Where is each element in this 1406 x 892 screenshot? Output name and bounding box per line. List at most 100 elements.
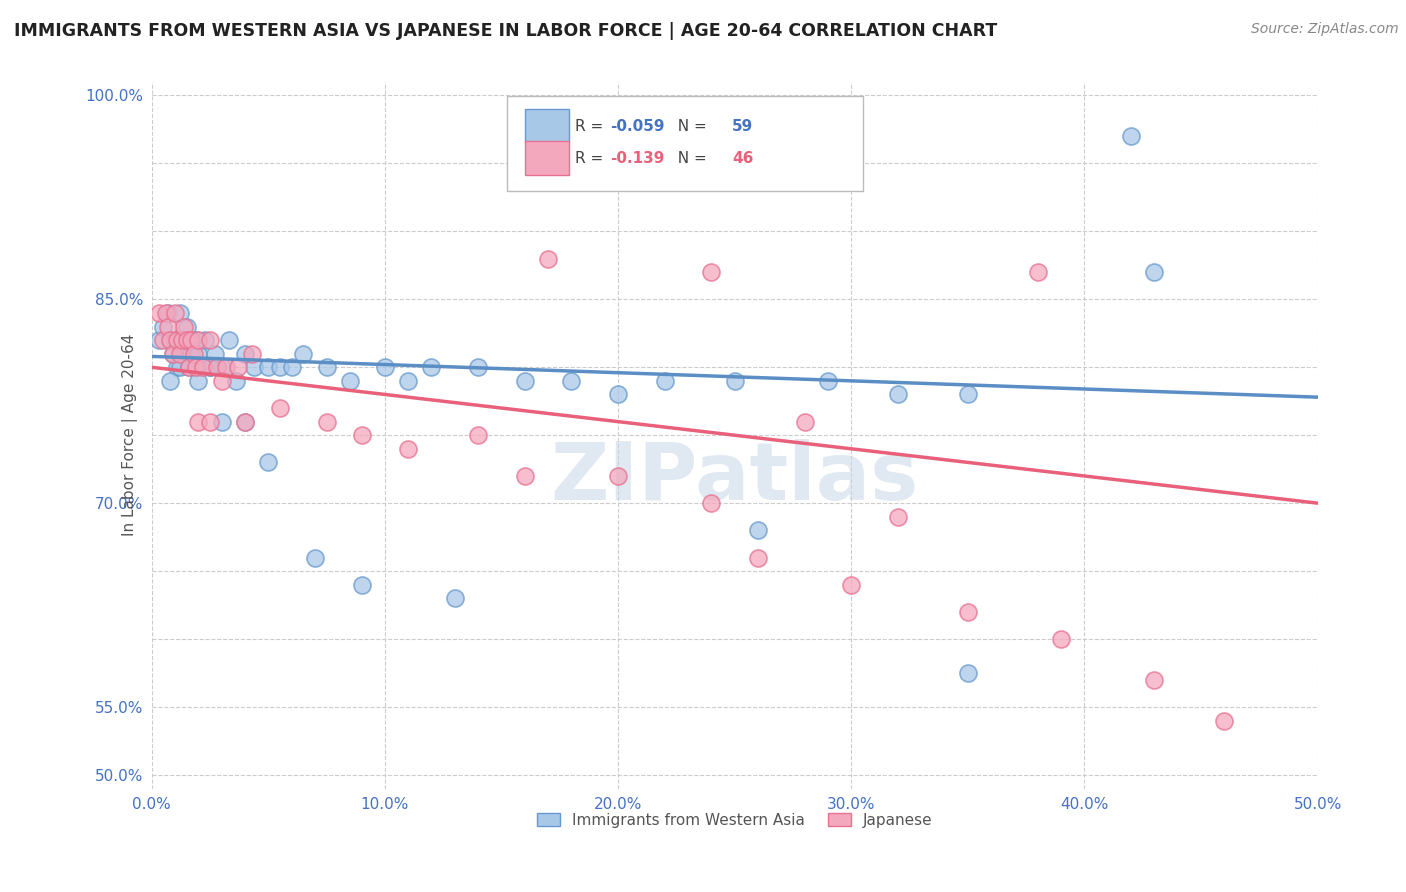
Text: -0.059: -0.059	[610, 119, 665, 134]
Text: 59: 59	[733, 119, 754, 134]
Point	[1119, 129, 1142, 144]
Point	[269, 360, 291, 375]
Point	[226, 360, 249, 375]
Point	[152, 333, 174, 347]
Text: -0.139: -0.139	[610, 151, 664, 166]
Point	[211, 360, 233, 375]
Point	[163, 333, 186, 347]
Point	[443, 591, 465, 606]
Legend: Immigrants from Western Asia, Japanese: Immigrants from Western Asia, Japanese	[530, 806, 939, 834]
Point	[198, 360, 221, 375]
Point	[159, 374, 181, 388]
Point	[513, 374, 536, 388]
Point	[166, 360, 188, 375]
Point	[292, 347, 315, 361]
Point	[190, 360, 212, 375]
Point	[225, 374, 247, 388]
Point	[211, 374, 233, 388]
Text: 46: 46	[733, 151, 754, 166]
Text: ZIPatlas: ZIPatlas	[551, 439, 918, 516]
Point	[169, 347, 191, 361]
Point	[176, 319, 198, 334]
Point	[187, 415, 209, 429]
Point	[1143, 265, 1166, 279]
Point	[607, 387, 630, 401]
FancyBboxPatch shape	[524, 141, 569, 175]
Point	[560, 374, 582, 388]
FancyBboxPatch shape	[508, 96, 863, 192]
Point	[1026, 265, 1049, 279]
Point	[166, 333, 188, 347]
Point	[194, 333, 217, 347]
Point	[350, 428, 373, 442]
Point	[184, 333, 207, 347]
Point	[315, 415, 337, 429]
Point	[1050, 632, 1073, 646]
Point	[700, 265, 723, 279]
Point	[215, 360, 238, 375]
Point	[240, 347, 263, 361]
Point	[173, 319, 195, 334]
Point	[180, 347, 202, 361]
Point	[233, 415, 256, 429]
Point	[817, 374, 839, 388]
FancyBboxPatch shape	[524, 110, 569, 144]
Point	[233, 415, 256, 429]
Point	[159, 333, 181, 347]
Point	[169, 360, 191, 375]
Point	[162, 347, 184, 361]
Point	[396, 442, 419, 456]
Point	[257, 455, 280, 469]
Y-axis label: In Labor Force | Age 20-64: In Labor Force | Age 20-64	[122, 334, 138, 536]
Point	[537, 252, 560, 266]
Point	[180, 333, 202, 347]
Point	[420, 360, 443, 375]
Point	[1143, 673, 1166, 687]
Text: R =: R =	[575, 151, 607, 166]
Point	[233, 347, 256, 361]
Text: N =: N =	[668, 119, 711, 134]
Text: N =: N =	[668, 151, 711, 166]
Point	[159, 333, 181, 347]
Point	[793, 415, 815, 429]
Point	[148, 333, 170, 347]
Point	[170, 333, 193, 347]
Point	[170, 333, 193, 347]
Point	[162, 347, 184, 361]
Point	[243, 360, 266, 375]
Point	[187, 347, 209, 361]
Point	[183, 360, 205, 375]
Point	[177, 360, 200, 375]
Point	[187, 374, 209, 388]
Point	[198, 333, 221, 347]
Point	[607, 469, 630, 483]
Point	[467, 360, 489, 375]
Point	[396, 374, 419, 388]
Point	[747, 102, 769, 116]
Point	[198, 415, 221, 429]
Point	[887, 509, 910, 524]
Point	[184, 360, 207, 375]
Point	[467, 428, 489, 442]
Point	[956, 387, 979, 401]
Point	[152, 319, 174, 334]
Point	[350, 577, 373, 591]
Point	[183, 347, 205, 361]
Point	[315, 360, 337, 375]
Point	[191, 360, 214, 375]
Point	[177, 360, 200, 375]
Point	[187, 333, 209, 347]
Point	[374, 360, 396, 375]
Point	[198, 360, 221, 375]
Point	[269, 401, 291, 415]
Point	[257, 360, 280, 375]
Text: R =: R =	[575, 119, 607, 134]
Text: Source: ZipAtlas.com: Source: ZipAtlas.com	[1251, 22, 1399, 37]
Point	[304, 550, 326, 565]
Point	[173, 347, 195, 361]
Point	[156, 306, 179, 320]
Point	[654, 374, 676, 388]
Text: IMMIGRANTS FROM WESTERN ASIA VS JAPANESE IN LABOR FORCE | AGE 20-64 CORRELATION : IMMIGRANTS FROM WESTERN ASIA VS JAPANESE…	[14, 22, 997, 40]
Point	[148, 306, 170, 320]
Point	[280, 360, 302, 375]
